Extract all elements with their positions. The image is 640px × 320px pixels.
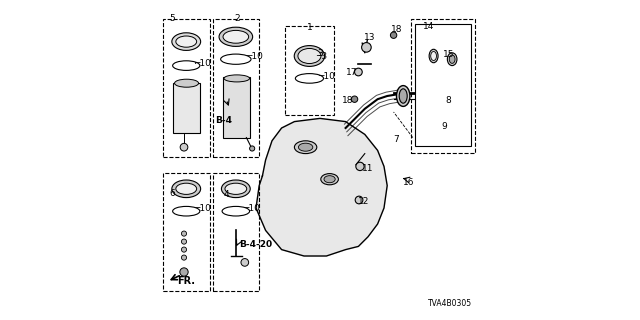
Ellipse shape (321, 174, 339, 185)
Bar (412, 19, 476, 153)
Circle shape (182, 255, 187, 260)
Text: B-4: B-4 (215, 116, 232, 124)
Text: ─10: ─10 (246, 52, 262, 61)
Circle shape (362, 43, 371, 52)
Text: ─3: ─3 (317, 52, 328, 60)
Text: ─10: ─10 (193, 204, 211, 213)
Text: 7: 7 (393, 135, 399, 144)
Bar (285, 26, 335, 115)
Text: 14: 14 (423, 22, 435, 31)
Text: 13: 13 (364, 33, 376, 42)
Ellipse shape (176, 36, 196, 47)
Ellipse shape (219, 27, 253, 46)
Text: 8: 8 (445, 96, 451, 105)
Text: ─10: ─10 (243, 204, 260, 213)
Bar (173, 83, 200, 133)
Ellipse shape (294, 141, 317, 154)
Text: 6: 6 (170, 189, 175, 198)
Circle shape (355, 196, 363, 204)
Circle shape (355, 68, 362, 76)
Circle shape (356, 162, 364, 171)
Text: 12: 12 (358, 197, 369, 206)
Bar (212, 19, 259, 157)
Circle shape (241, 259, 249, 266)
Ellipse shape (324, 176, 335, 183)
Circle shape (182, 239, 187, 244)
Text: ─10: ─10 (319, 72, 335, 81)
Circle shape (180, 268, 188, 276)
Text: 2: 2 (235, 14, 240, 23)
Ellipse shape (176, 183, 196, 194)
Bar (163, 19, 210, 157)
Ellipse shape (429, 49, 438, 63)
Circle shape (180, 143, 188, 151)
Bar (415, 24, 471, 146)
Ellipse shape (298, 49, 321, 64)
Ellipse shape (396, 86, 410, 107)
Ellipse shape (298, 143, 313, 151)
Text: 15: 15 (443, 50, 454, 59)
Ellipse shape (431, 52, 436, 60)
Bar (163, 173, 210, 291)
Circle shape (182, 247, 187, 252)
Ellipse shape (221, 180, 250, 197)
Text: 18: 18 (342, 96, 354, 105)
Text: 3: 3 (317, 49, 323, 58)
Ellipse shape (225, 183, 247, 194)
Text: 18: 18 (391, 25, 403, 34)
Text: 1: 1 (307, 23, 312, 32)
Circle shape (182, 231, 187, 236)
Text: 16: 16 (403, 178, 414, 187)
Text: 11: 11 (362, 164, 373, 172)
Circle shape (390, 32, 397, 38)
Text: TVA4B0305: TVA4B0305 (428, 299, 472, 308)
Ellipse shape (223, 30, 249, 43)
Polygon shape (256, 118, 387, 256)
Text: 17: 17 (346, 68, 358, 77)
Text: ─10: ─10 (194, 59, 211, 68)
Ellipse shape (449, 55, 455, 63)
Text: 9: 9 (441, 122, 447, 131)
Circle shape (250, 146, 255, 151)
Ellipse shape (447, 53, 457, 66)
Ellipse shape (224, 75, 250, 82)
Bar (212, 173, 259, 291)
Text: B-4-20: B-4-20 (239, 240, 273, 249)
Ellipse shape (399, 89, 407, 103)
Ellipse shape (172, 180, 201, 197)
Text: 4: 4 (223, 190, 229, 199)
Circle shape (351, 96, 358, 102)
Ellipse shape (172, 33, 201, 51)
Ellipse shape (294, 46, 324, 67)
Text: FR.: FR. (177, 276, 195, 286)
Text: 5: 5 (170, 14, 175, 23)
Bar (223, 77, 250, 138)
Ellipse shape (175, 79, 198, 87)
